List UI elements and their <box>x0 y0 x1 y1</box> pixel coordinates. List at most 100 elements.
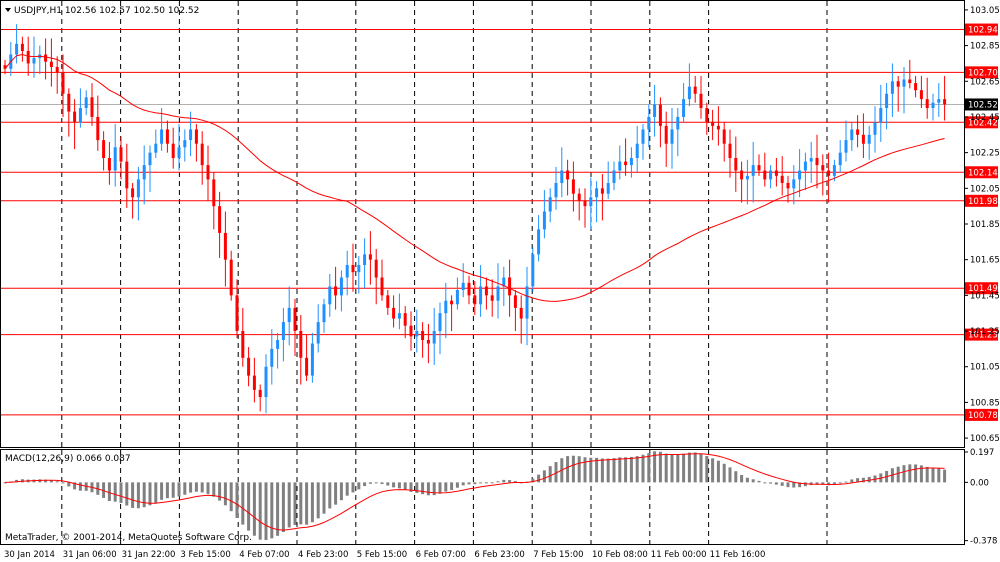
candle-bearish[interactable] <box>67 93 71 112</box>
candle-bullish[interactable] <box>525 286 529 319</box>
candle-bearish[interactable] <box>218 206 222 233</box>
candle-bearish[interactable] <box>658 104 662 126</box>
candle-bearish[interactable] <box>235 295 239 332</box>
candle-bullish[interactable] <box>606 182 610 194</box>
candle-bullish[interactable] <box>879 108 883 123</box>
candle-bearish[interactable] <box>722 129 726 144</box>
candle-bearish[interactable] <box>919 90 923 100</box>
candle-bearish[interactable] <box>925 99 929 109</box>
candle-bearish[interactable] <box>624 161 628 166</box>
candle-bullish[interactable] <box>264 366 268 398</box>
candle-bullish[interactable] <box>316 322 320 344</box>
candle-bearish[interactable] <box>96 116 100 141</box>
candle-bearish[interactable] <box>467 282 471 296</box>
candle-bullish[interactable] <box>745 175 749 180</box>
candle-bearish[interactable] <box>90 97 94 117</box>
candle-bullish[interactable] <box>850 129 854 141</box>
candle-bearish[interactable] <box>61 72 65 94</box>
candle-bullish[interactable] <box>629 157 633 166</box>
candle-bearish[interactable] <box>55 67 59 73</box>
candle-bearish[interactable] <box>711 122 715 126</box>
candle-bullish[interactable] <box>803 161 807 171</box>
candle-bearish[interactable] <box>409 325 413 337</box>
candle-bearish[interactable] <box>165 129 169 144</box>
candle-bullish[interactable] <box>154 143 158 153</box>
candle-bearish[interactable] <box>125 161 129 189</box>
candle-bearish[interactable] <box>490 295 494 301</box>
candle-bearish[interactable] <box>403 313 407 326</box>
candle-bearish[interactable] <box>426 339 430 344</box>
candle-bearish[interactable] <box>786 182 790 189</box>
candle-bearish[interactable] <box>914 83 918 91</box>
candle-bearish[interactable] <box>392 307 396 319</box>
candle-bearish[interactable] <box>374 259 378 278</box>
candle-bullish[interactable] <box>798 170 802 180</box>
candle-bearish[interactable] <box>305 357 309 376</box>
candle-bullish[interactable] <box>438 313 442 332</box>
candle-bearish[interactable] <box>107 157 111 171</box>
candle-bearish[interactable] <box>131 188 135 198</box>
candle-bearish[interactable] <box>740 170 744 180</box>
candle-bearish[interactable] <box>26 50 30 64</box>
candle-bearish[interactable] <box>566 170 570 180</box>
candle-bullish[interactable] <box>612 170 616 183</box>
candle-bearish[interactable] <box>780 175 784 183</box>
candle-bearish[interactable] <box>600 188 604 194</box>
candle-bullish[interactable] <box>867 134 871 144</box>
candle-bullish[interactable] <box>357 265 361 273</box>
candle-bullish[interactable] <box>479 286 483 305</box>
candle-bearish[interactable] <box>519 307 523 319</box>
candle-bullish[interactable] <box>542 211 546 230</box>
candle-bullish[interactable] <box>32 58 36 64</box>
candle-bullish[interactable] <box>537 229 541 255</box>
candle-bearish[interactable] <box>757 165 761 171</box>
candle-bullish[interactable] <box>531 254 535 287</box>
candle-bullish[interactable] <box>589 197 593 207</box>
candle-bullish[interactable] <box>276 339 280 349</box>
candle-bearish[interactable] <box>716 125 720 130</box>
candle-bullish[interactable] <box>287 307 291 323</box>
candle-bullish[interactable] <box>84 97 88 109</box>
candle-bearish[interactable] <box>206 165 210 180</box>
candle-bullish[interactable] <box>415 331 419 337</box>
candle-bearish[interactable] <box>774 170 778 176</box>
candle-bearish[interactable] <box>577 193 581 201</box>
candle-bullish[interactable] <box>670 129 674 144</box>
candle-bullish[interactable] <box>937 99 941 103</box>
candle-bearish[interactable] <box>119 147 123 162</box>
candle-bearish[interactable] <box>896 81 900 87</box>
candle-bearish[interactable] <box>450 300 454 305</box>
candle-bearish[interactable] <box>44 54 48 62</box>
candle-bullish[interactable] <box>931 102 935 109</box>
candle-bearish[interactable] <box>241 331 245 358</box>
candle-bullish[interactable] <box>792 179 796 189</box>
candle-bullish[interactable] <box>270 348 274 367</box>
candle-bearish[interactable] <box>664 125 668 144</box>
candle-bullish[interactable] <box>502 277 506 287</box>
candle-bullish[interactable] <box>461 282 465 291</box>
candle-bullish[interactable] <box>595 188 599 198</box>
candle-bearish[interactable] <box>821 165 825 171</box>
candle-bullish[interactable] <box>496 286 500 301</box>
candle-bearish[interactable] <box>368 254 372 260</box>
candle-bearish[interactable] <box>827 170 831 176</box>
candle-bullish[interactable] <box>432 331 436 344</box>
candle-bullish[interactable] <box>635 143 639 158</box>
candle-bearish[interactable] <box>49 61 53 68</box>
candle-bearish[interactable] <box>943 99 947 105</box>
candle-bearish[interactable] <box>334 286 338 296</box>
candle-bullish[interactable] <box>809 157 813 162</box>
candle-bearish[interactable] <box>20 43 24 51</box>
candle-bullish[interactable] <box>769 170 773 180</box>
candle-bearish[interactable] <box>728 143 732 158</box>
candle-bullish[interactable] <box>136 179 140 198</box>
candle-bearish[interactable] <box>200 143 204 166</box>
dropdown-triangle-icon[interactable] <box>5 8 11 12</box>
candle-bullish[interactable] <box>873 122 877 135</box>
candle-bearish[interactable] <box>693 86 697 94</box>
candle-bearish[interactable] <box>508 277 512 296</box>
candle-bullish[interactable] <box>363 254 367 266</box>
candle-bullish[interactable] <box>676 116 680 130</box>
candle-bullish[interactable] <box>189 129 193 141</box>
candle-bearish[interactable] <box>421 331 425 340</box>
